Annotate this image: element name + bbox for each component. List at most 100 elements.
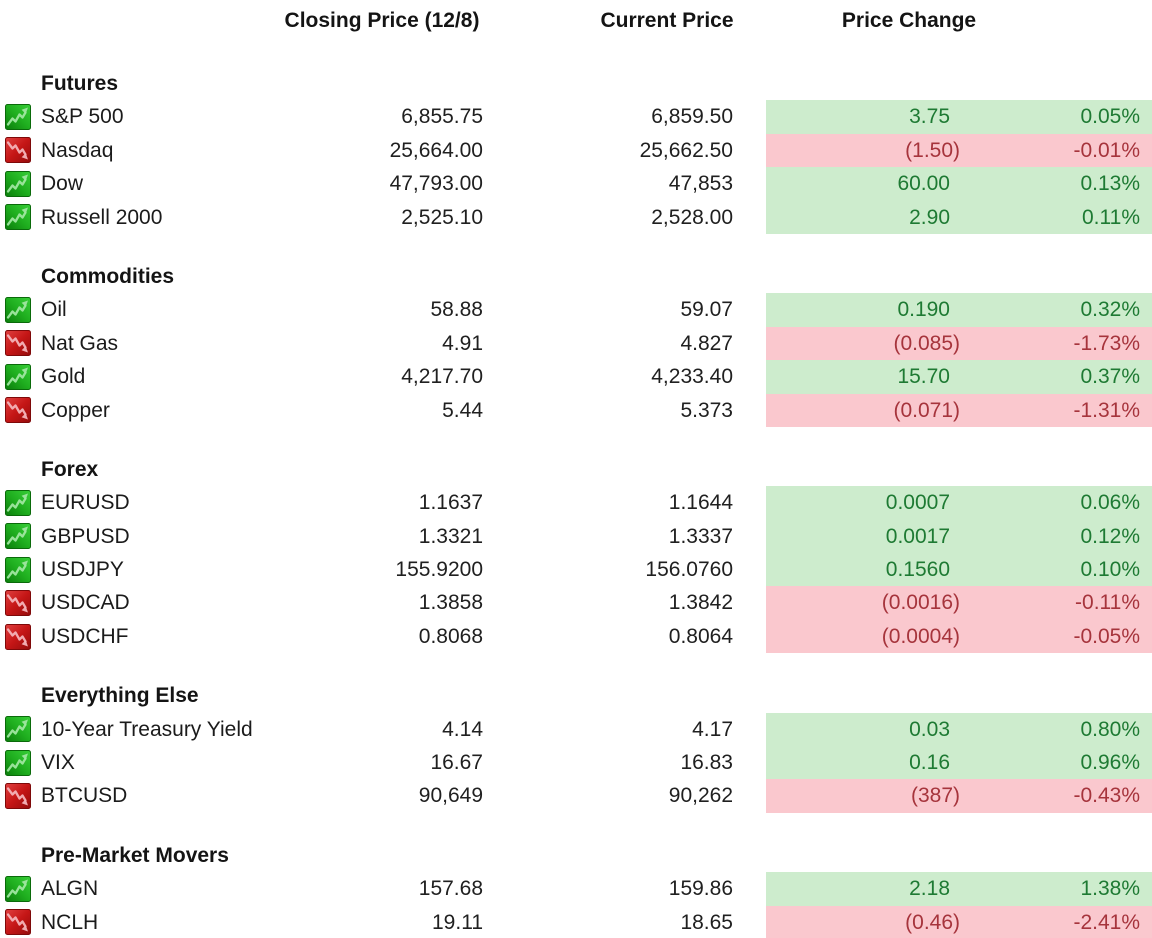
section-title: Futures xyxy=(41,72,119,95)
trend-up-icon xyxy=(5,716,31,743)
price-change-band: 60.00 0.13% xyxy=(766,167,1152,201)
table-row: GBPUSD 1.3321 1.3337 0.0017 0.12% xyxy=(0,519,1152,554)
instrument-label: Nasdaq xyxy=(41,138,114,162)
closing-price-cell: 4,217.70 xyxy=(401,365,483,389)
closing-price-cell: 5.44 xyxy=(442,398,483,422)
trend-icon-cell xyxy=(5,167,31,200)
trend-down-icon xyxy=(5,909,31,936)
price-change-value: (387) xyxy=(910,784,960,808)
price-change-value: (0.0016) xyxy=(881,591,960,615)
trend-up-icon xyxy=(5,363,31,390)
price-change-percent: -2.41% xyxy=(1073,910,1140,934)
instrument-label: USDCAD xyxy=(41,591,130,615)
current-price-cell: 90,262 xyxy=(668,784,733,808)
current-price-cell: 4.827 xyxy=(680,331,733,355)
trend-up-icon xyxy=(5,204,31,231)
instrument-label: Gold xyxy=(41,365,86,389)
current-price-cell: 5.373 xyxy=(680,398,733,422)
trend-icon-cell xyxy=(5,100,31,133)
price-change-value: 0.03 xyxy=(909,717,950,741)
column-header-row: Closing Price (12/8) Current Price Price… xyxy=(0,0,1152,34)
section: Futures S&P 500 6,855.75 6,859.50 3.75 0… xyxy=(0,67,1152,234)
trend-down-icon xyxy=(5,137,31,164)
price-change-value: 0.0007 xyxy=(885,491,950,515)
price-change-band: (0.46) -2.41% xyxy=(766,905,1152,938)
closing-price-cell: 19.11 xyxy=(432,910,483,934)
section-title: Commodities xyxy=(41,264,175,288)
price-change-band: (0.071) -1.31% xyxy=(766,393,1152,427)
price-change-band: (0.0004) -0.05% xyxy=(766,619,1152,654)
trend-up-icon xyxy=(5,489,31,516)
price-change-band: 2.90 0.11% xyxy=(766,200,1152,234)
instrument-label: S&P 500 xyxy=(41,105,124,129)
price-change-value: 0.0017 xyxy=(885,524,950,548)
current-price-cell: 18.65 xyxy=(680,910,733,934)
price-change-percent: 0.80% xyxy=(1080,717,1140,741)
closing-price-cell: 2,525.10 xyxy=(401,205,483,229)
trend-icon-cell xyxy=(5,134,31,167)
current-price-cell: 25,662.50 xyxy=(639,138,733,162)
table-row: Dow 47,793.00 47,853 60.00 0.13% xyxy=(0,167,1152,201)
trend-icon-cell xyxy=(5,906,31,938)
trend-down-icon xyxy=(5,330,31,357)
current-price-cell: 1.1644 xyxy=(668,491,733,515)
trend-icon-cell xyxy=(5,327,31,360)
trend-icon-cell xyxy=(5,872,31,905)
closing-price-cell: 58.88 xyxy=(430,298,483,322)
instrument-label: EURUSD xyxy=(41,491,130,515)
trend-down-icon xyxy=(5,397,31,424)
section-title: Everything Else xyxy=(41,684,199,708)
current-price-cell: 4.17 xyxy=(692,717,733,741)
section: Pre-Market Movers ALGN 157.68 159.86 2.1… xyxy=(0,839,1152,938)
trend-up-icon xyxy=(5,875,31,902)
price-change-value: 0.190 xyxy=(897,298,950,322)
table-row: Copper 5.44 5.373 (0.071) -1.31% xyxy=(0,393,1152,427)
closing-price-header: Closing Price (12/8) xyxy=(284,9,480,32)
instrument-label: Dow xyxy=(41,172,84,196)
price-change-band: 0.0007 0.06% xyxy=(766,486,1152,520)
table-body: Futures S&P 500 6,855.75 6,859.50 3.75 0… xyxy=(0,67,1152,938)
trend-icon-cell xyxy=(5,486,31,519)
price-change-percent: 0.05% xyxy=(1080,105,1140,129)
price-change-value: 60.00 xyxy=(897,172,950,196)
table-row: BTCUSD 90,649 90,262 (387) -0.43% xyxy=(0,779,1152,813)
table-row: USDCHF 0.8068 0.8064 (0.0004) -0.05% xyxy=(0,619,1152,654)
closing-price-cell: 16.67 xyxy=(430,751,483,775)
trend-icon-cell xyxy=(5,553,31,586)
instrument-label: Copper xyxy=(41,398,110,422)
trend-icon-cell xyxy=(5,394,31,427)
closing-price-cell: 47,793.00 xyxy=(389,172,483,196)
table-row: EURUSD 1.1637 1.1644 0.0007 0.06% xyxy=(0,486,1152,520)
price-change-band: (387) -0.43% xyxy=(766,779,1152,813)
header-spacer xyxy=(0,34,1152,67)
instrument-label: Oil xyxy=(41,298,67,322)
section-title: Forex xyxy=(41,457,99,481)
closing-price-cell: 0.8068 xyxy=(418,624,483,648)
current-price-cell: 4,233.40 xyxy=(651,365,733,389)
price-change-value: (0.085) xyxy=(893,331,960,355)
price-change-value: 0.1560 xyxy=(885,558,950,582)
price-change-value: 2.18 xyxy=(909,877,950,901)
price-change-band: (0.0016) -0.11% xyxy=(766,586,1152,620)
trend-up-icon xyxy=(5,556,31,583)
trend-down-icon xyxy=(5,590,31,617)
trend-icon-cell xyxy=(5,779,31,812)
price-change-value: (0.46) xyxy=(905,910,960,934)
trend-icon-cell xyxy=(5,713,31,746)
table-row: Nat Gas 4.91 4.827 (0.085) -1.73% xyxy=(0,326,1152,361)
current-price-cell: 59.07 xyxy=(680,298,733,322)
price-change-value: (0.0004) xyxy=(881,624,960,648)
trend-up-icon xyxy=(5,297,31,324)
trend-icon-cell xyxy=(5,360,31,393)
trend-up-icon xyxy=(5,523,31,550)
closing-price-cell: 155.9200 xyxy=(395,558,483,582)
current-price-cell: 6,859.50 xyxy=(651,105,733,129)
trend-icon-cell xyxy=(5,586,31,619)
price-change-value: 2.90 xyxy=(909,205,950,229)
trend-up-icon xyxy=(5,749,31,776)
instrument-label: ALGN xyxy=(41,877,99,901)
section-rows: ALGN 157.68 159.86 2.18 1.38% NCLH 19.11… xyxy=(0,872,1152,938)
section-rows: Oil 58.88 59.07 0.190 0.32% Nat Gas 4.91… xyxy=(0,293,1152,427)
price-change-percent: 0.13% xyxy=(1080,172,1140,196)
